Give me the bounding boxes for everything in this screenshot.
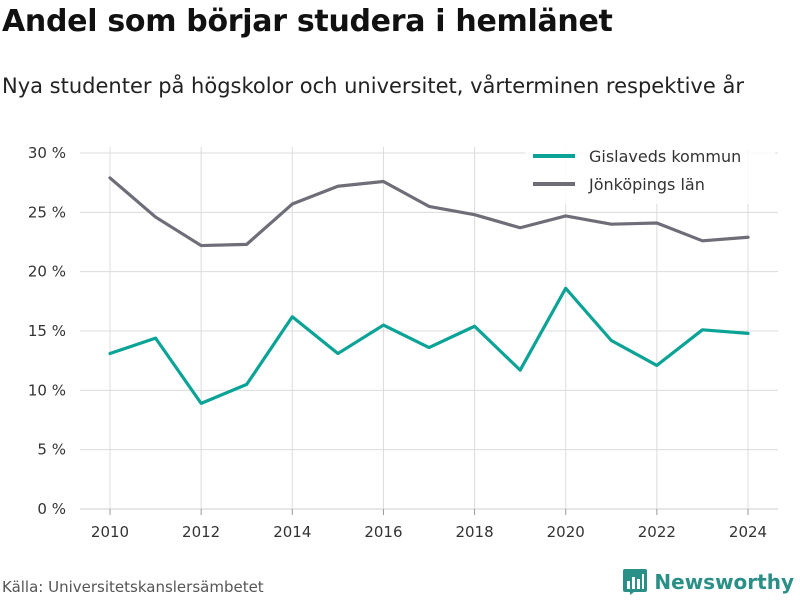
x-tick-label: 2018 <box>455 523 493 541</box>
line-chart: 0 %5 %10 %15 %20 %25 %30 % 2010 2012 2014 2… <box>27 140 778 541</box>
source-note: Källa: Universitetskanslersämbetet <box>2 578 264 596</box>
y-tick-label: 10 % <box>28 381 66 399</box>
y-tick-label: 5 % <box>37 441 66 459</box>
x-tick-label: 2012 <box>182 523 220 541</box>
y-tick-label: 0 % <box>37 500 66 518</box>
x-tick-label: 2014 <box>273 523 311 541</box>
y-tick-label: 30 % <box>28 144 66 162</box>
y-tick-label: 25 % <box>28 203 66 221</box>
bar-chart-icon <box>623 569 648 595</box>
x-tick-label: 2022 <box>638 523 676 541</box>
y-tick-label: 15 % <box>28 322 66 340</box>
x-tick-label: 2016 <box>364 523 402 541</box>
series-line-0 <box>108 286 750 405</box>
y-tick-label: 20 % <box>28 263 66 281</box>
legend: Gislaveds kommun Jönköpings län <box>525 140 775 204</box>
legend-background <box>525 140 775 204</box>
chart-title: Andel som börjar studera i hemlänet <box>2 4 613 39</box>
x-tick-label: 2010 <box>91 523 129 541</box>
brand-name: Newsworthy <box>654 570 794 594</box>
chart-subtitle: Nya studenter på högskolor och universit… <box>2 74 744 98</box>
brand-logo[interactable]: Newsworthy <box>622 568 794 596</box>
series-lines <box>108 176 750 405</box>
x-tick-label: 2024 <box>729 523 767 541</box>
series-line-1 <box>108 176 750 248</box>
x-tick-label: 2020 <box>547 523 585 541</box>
y-axis-ticks: 0 % 5 % 10 % 15 % 20 % 25 % 30 % <box>28 144 66 518</box>
x-axis-ticks: 2010 2012 2014 2016 2018 2020 2022 2024 <box>91 509 767 541</box>
legend-label: Gislaveds kommun <box>589 147 741 166</box>
legend-label: Jönköpings län <box>588 175 705 194</box>
